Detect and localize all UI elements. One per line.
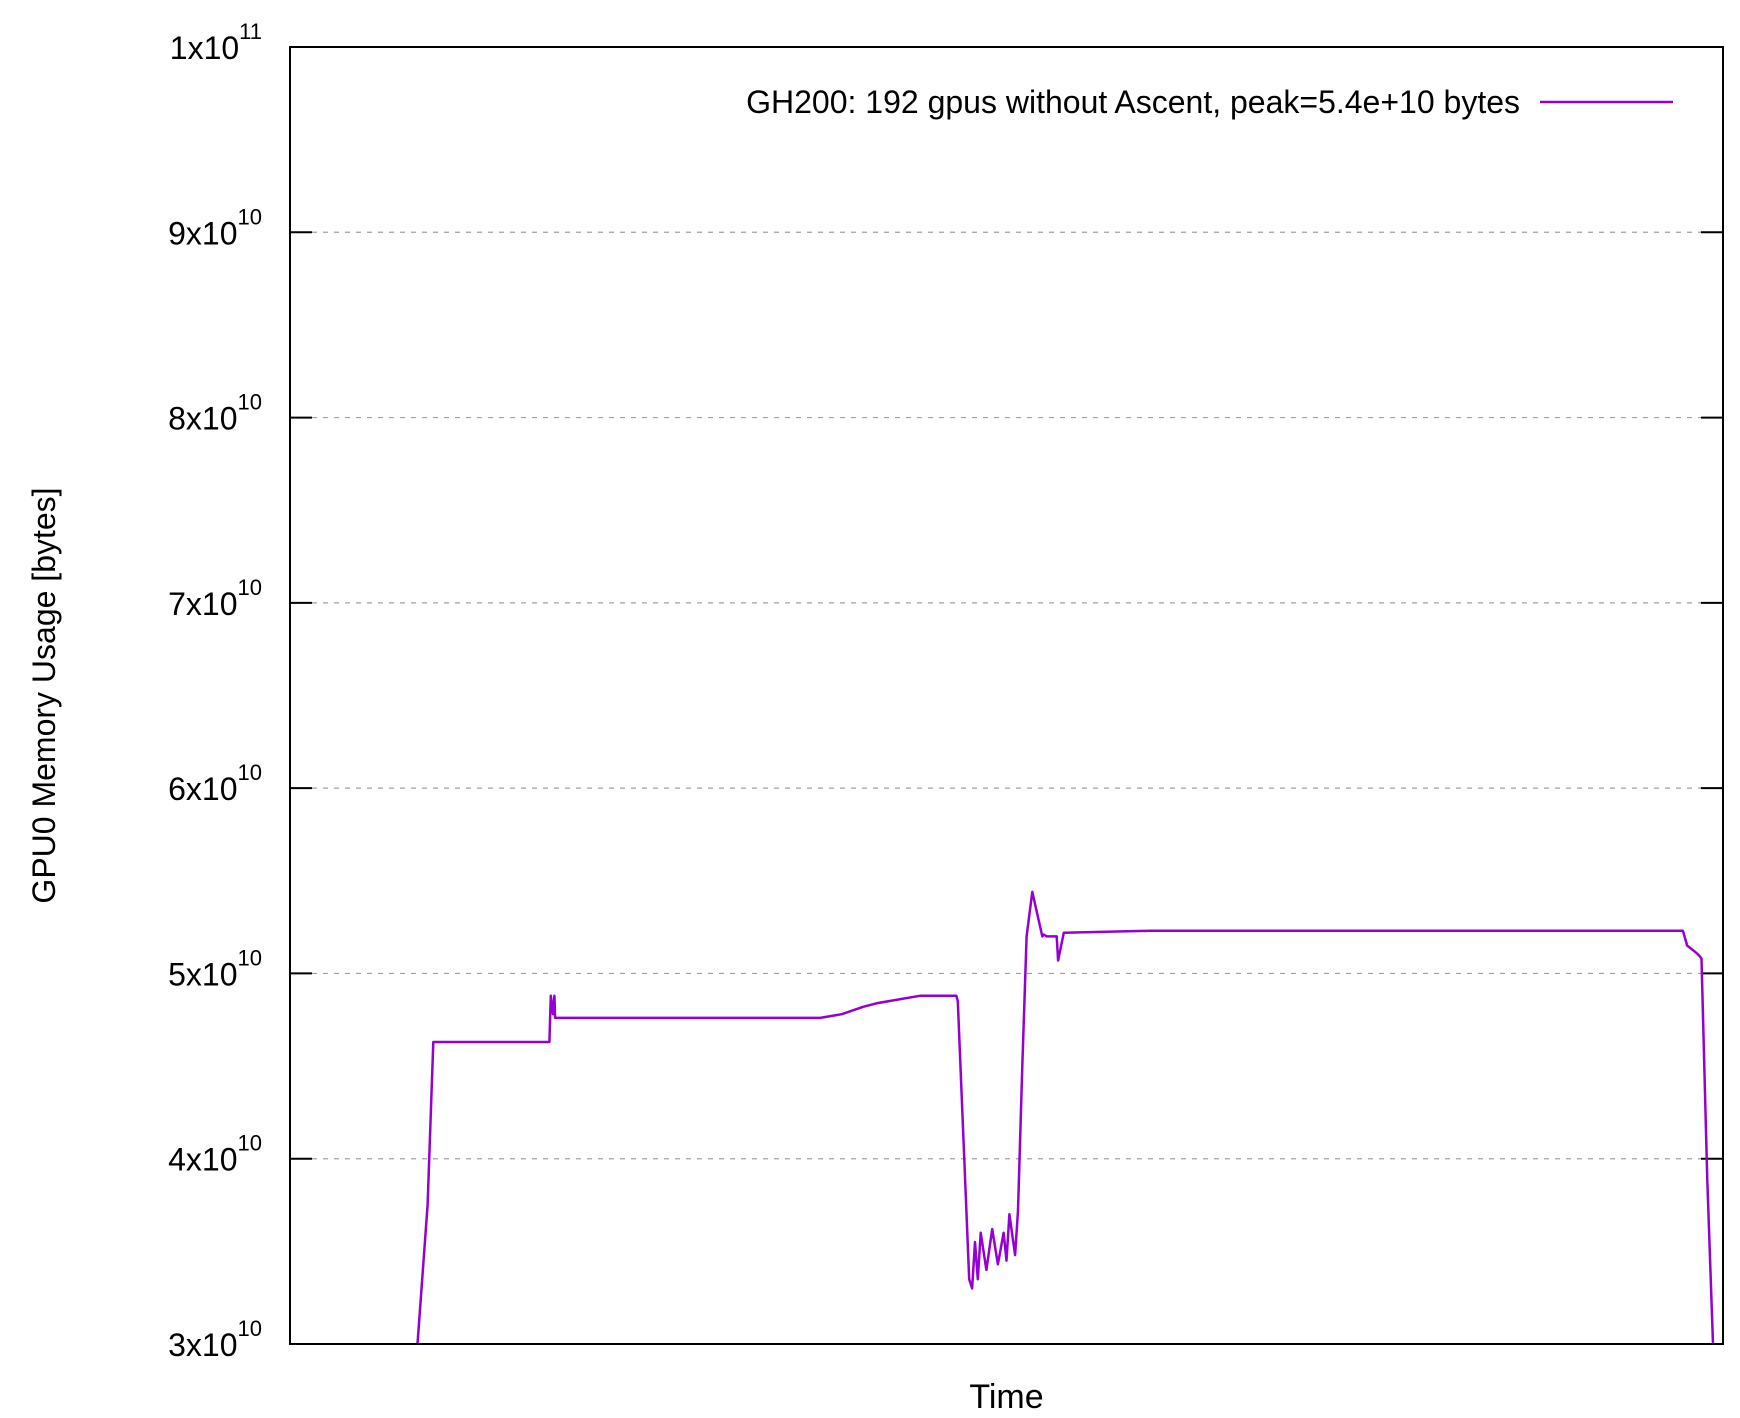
- legend: GH200: 192 gpus without Ascent, peak=5.4…: [746, 84, 1673, 120]
- grid-lines: [290, 231, 1723, 1160]
- x-axis-label: Time: [969, 1378, 1043, 1416]
- y-tick-exponent: 10: [238, 945, 262, 970]
- y-tick-exponent: 10: [238, 1131, 262, 1156]
- y-tick-exponent: 10: [238, 575, 262, 600]
- y-tick-label: 4x1010: [168, 1131, 262, 1178]
- y-tick-label: 3x1010: [168, 1316, 262, 1363]
- y-tick-label: 5x1010: [168, 945, 262, 992]
- y-tick-label: 1x1011: [170, 19, 262, 66]
- legend-label: GH200: 192 gpus without Ascent, peak=5.4…: [746, 84, 1520, 120]
- plot-frame: [289, 46, 1724, 1345]
- y-tick-exponent: 10: [238, 390, 262, 415]
- y-tick-exponent: 11: [239, 19, 262, 44]
- series-lines: [416, 890, 1715, 1345]
- y-tick-label: 8x1010: [168, 390, 262, 437]
- y-tick-exponent: 10: [238, 204, 262, 229]
- y-tick-label: 7x1010: [168, 575, 262, 622]
- y-tick-exponent: 10: [238, 1316, 262, 1341]
- y-axis-ticks: 3x1010 4x1010 5x1010 6x1010 7x1010 8x1010 9x10…: [168, 19, 1723, 1363]
- y-tick-label: 6x1010: [168, 760, 262, 807]
- y-tick-exponent: 10: [238, 760, 262, 785]
- series-line: [416, 890, 1715, 1345]
- y-tick-label: 9x1010: [168, 204, 262, 251]
- y-axis-label: GPU0 Memory Usage [bytes]: [26, 487, 62, 903]
